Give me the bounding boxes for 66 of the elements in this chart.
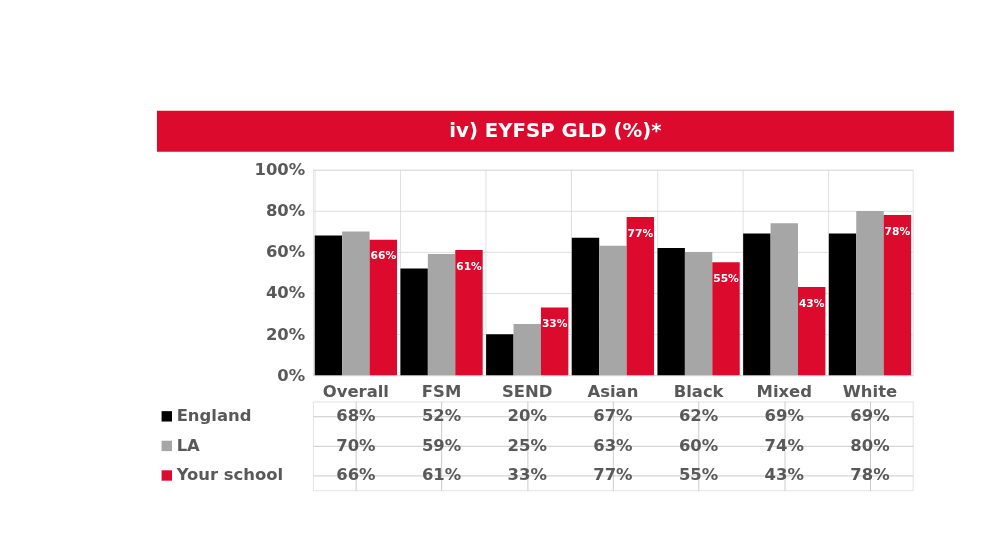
data-label: 68% [336,406,376,426]
data-label: 55% [678,465,719,485]
bar [599,245,627,376]
x-tick-label: SEND [502,382,553,402]
data-label: 66% [336,465,376,485]
y-tick-label: 60% [265,242,306,262]
text: 55% [713,272,739,285]
x-tick-label: White [842,382,898,402]
data-label: 59% [421,435,462,455]
bar [770,223,798,376]
chart-title: iv) EYFSP GLD (%)* [449,118,662,142]
data-label: 70% [336,435,376,455]
bar [427,254,456,376]
data-label: 63% [593,435,633,455]
y-tick-label: 40% [265,283,306,303]
bar [571,237,600,376]
data-label: 61% [421,465,462,485]
bar [883,215,912,376]
text: 77% [627,226,654,240]
data-label: 77% [593,465,633,485]
y-tick-label: 80% [265,201,306,221]
y-tick-label: 0% [277,365,306,385]
text: 78% [884,224,911,238]
bar [712,262,740,376]
bar [342,231,370,376]
data-label: 69% [850,406,890,426]
text: 33% [541,317,568,331]
bar [400,268,428,376]
x-tick-label: Black [673,382,725,402]
data-label: 52% [421,406,462,426]
legend-label: LA [176,435,201,455]
bar [797,286,826,376]
data-label: 25% [507,435,547,455]
data-label: 80% [850,435,890,455]
data-label: 60% [678,435,719,455]
bar [540,307,569,376]
bar [856,210,884,376]
data-label: 33% [507,465,547,485]
x-tick-label: Overall [322,382,389,402]
legend-label: Your school [175,465,284,485]
data-label: 62% [678,406,719,426]
data-label: 69% [764,406,804,426]
bar [743,233,771,376]
bar [828,233,857,376]
bar [486,334,514,376]
y-tick-label: 100% [254,160,306,180]
bar [684,252,713,376]
bar [369,239,397,376]
legend-label: England [176,406,252,426]
x-tick-label: Mixed [756,382,813,402]
y-tick-label: 20% [265,324,306,344]
text: 43% [798,296,825,310]
data-label: 74% [764,435,804,455]
bar [314,235,343,376]
bar [513,323,541,376]
x-tick-label: FSM [421,382,462,402]
data-label: 43% [764,465,804,485]
text: 61% [456,259,482,273]
data-label: 20% [507,406,547,426]
data-label: 78% [850,465,890,485]
bar [657,247,685,376]
text: 66% [370,249,397,263]
data-label: 67% [593,406,633,426]
bar [455,249,483,376]
bar [626,217,655,376]
x-tick-label: Asian [587,382,639,402]
